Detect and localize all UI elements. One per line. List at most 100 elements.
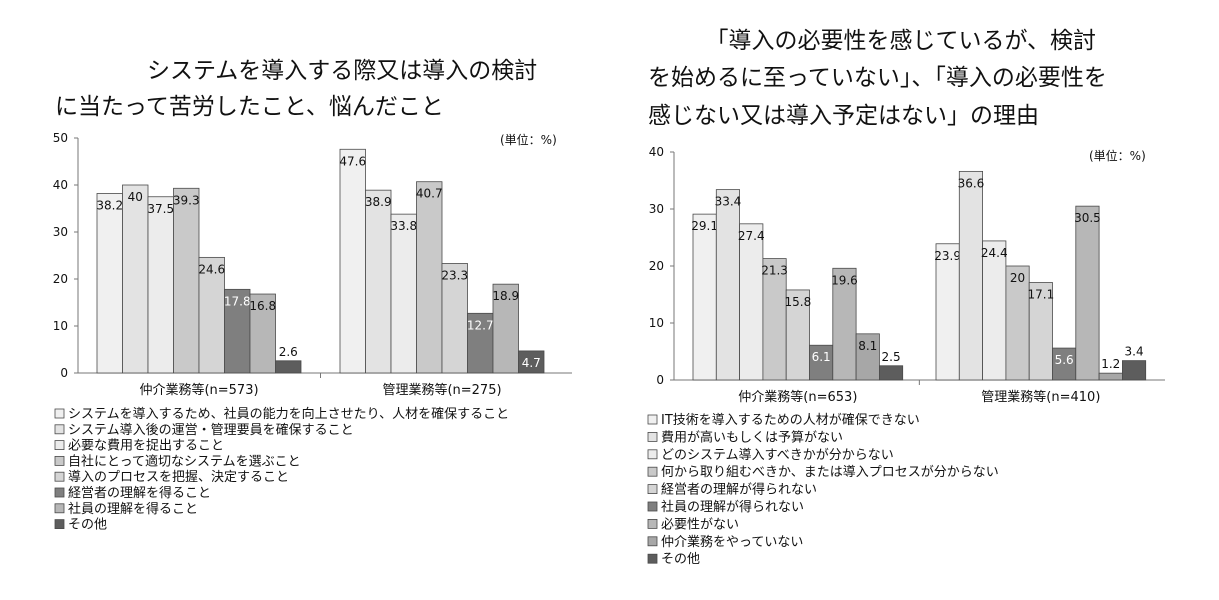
category-label: 管理業務等(n=275)	[382, 382, 501, 398]
legend-swatch	[54, 503, 65, 514]
data-label: 3.4	[1125, 345, 1144, 359]
chart-title-line: 感じない又は導入予定はない」の理由	[648, 103, 1039, 129]
legend-label: 経営者の理解が得られない	[661, 482, 817, 498]
legend-swatch	[54, 455, 65, 466]
chart-title-line: システムを導入する際又は導入の検討	[55, 58, 537, 84]
legend-label: 仲介業務をやっていない	[661, 534, 803, 550]
data-label: 27.4	[738, 229, 765, 243]
legend-swatch	[54, 440, 65, 451]
bar	[275, 360, 302, 374]
legend-label: システム導入後の運営・管理要員を確保すること	[68, 422, 354, 438]
legend-swatch	[647, 553, 658, 564]
y-tick-label: 10	[53, 319, 68, 333]
bar	[1075, 205, 1100, 381]
bar	[224, 288, 251, 374]
bar	[1098, 372, 1123, 381]
legend-label: システムを導入するため、社員の能力を向上させたり、人材を確保すること	[68, 406, 509, 422]
data-label: 39.3	[173, 193, 200, 207]
y-tick-label: 20	[53, 272, 68, 286]
legend-label: IT技術を導入するための人材が確保できない	[661, 412, 920, 428]
bar	[467, 312, 494, 374]
data-label: 18.9	[492, 289, 519, 303]
bar	[982, 240, 1007, 381]
bar	[441, 263, 468, 374]
legend-swatch	[647, 536, 658, 547]
legend-swatch	[54, 519, 65, 529]
legend-swatch	[647, 519, 658, 529]
y-tick-label: 20	[649, 259, 664, 273]
category-label: 管理業務等(n=410)	[981, 389, 1100, 405]
legend-label: 導入のプロセスを把握、決定すること	[68, 470, 289, 485]
bar	[692, 213, 717, 381]
data-label: 15.8	[784, 295, 811, 309]
bar	[365, 189, 392, 374]
legend-swatch	[54, 471, 65, 482]
bar	[249, 293, 276, 374]
data-label: 24.6	[198, 262, 225, 276]
data-label: 6.1	[812, 350, 831, 364]
y-tick-label: 40	[649, 145, 664, 159]
data-label: 19.6	[831, 273, 858, 287]
bar	[122, 184, 149, 374]
legend-swatch	[647, 501, 658, 512]
chart-title-line: を始めるに至っていない」、「導入の必要性を	[648, 65, 1107, 91]
legend-label: 費用が高いもしくは予算がない	[661, 429, 843, 445]
data-label: 5.6	[1055, 353, 1074, 367]
legend-label: どのシステム導入すべきかが分からない	[661, 448, 894, 463]
bar	[339, 148, 366, 374]
bar	[147, 196, 174, 374]
data-label: 33.8	[390, 219, 417, 233]
bar	[785, 289, 810, 381]
data-label: 47.6	[339, 154, 366, 168]
legend-label: 社員の理解を得ること	[68, 501, 198, 517]
data-label: 38.2	[96, 198, 123, 212]
bar	[416, 181, 443, 374]
legend-swatch	[647, 466, 658, 477]
data-label: 20	[1010, 271, 1025, 285]
legend-swatch	[54, 408, 65, 419]
y-tick-label: 30	[53, 225, 68, 239]
legend-swatch	[647, 431, 658, 442]
data-label: 40.7	[416, 187, 443, 201]
data-label: 2.5	[882, 350, 901, 364]
data-label: 37.5	[147, 202, 174, 216]
bar	[492, 283, 519, 374]
data-label: 40	[128, 190, 143, 204]
bar	[390, 213, 417, 374]
chart-title-line: に当たって苦労したこと、悩んだこと	[55, 94, 444, 120]
legend-label: 自社にとって適切なシステムを選ぶこと	[68, 453, 301, 469]
bar	[1122, 360, 1147, 381]
chart-title-line: 「導入の必要性を感じているが、検討	[648, 28, 1096, 54]
legend-label: 経営者の理解を得ること	[68, 485, 211, 501]
legend-label: 何から取り組むべきか、または導入プロセスが分からない	[661, 464, 999, 480]
data-label: 30.5	[1074, 211, 1101, 225]
data-label: 12.7	[467, 318, 494, 332]
bar	[715, 189, 740, 381]
data-label: 4.7	[522, 356, 541, 370]
chart-right: 「導入の必要性を感じているが、検討を始めるに至っていない」、「導入の必要性を感じ…	[647, 28, 1165, 567]
bar	[739, 223, 764, 381]
bar	[879, 365, 904, 381]
legend-label: その他	[661, 552, 700, 567]
data-label: 33.4	[715, 195, 742, 209]
bar	[518, 350, 545, 374]
legend-swatch	[54, 487, 65, 498]
y-tick-label: 40	[53, 178, 68, 192]
category-label: 仲介業務等(n=653)	[738, 389, 857, 405]
data-label: 17.1	[1027, 288, 1054, 302]
data-label: 17.8	[224, 294, 251, 308]
data-label: 8.1	[858, 339, 877, 353]
y-tick-label: 30	[649, 202, 664, 216]
bar	[958, 170, 983, 381]
legend-swatch	[647, 484, 658, 495]
data-label: 1.2	[1101, 357, 1120, 371]
data-label: 24.4	[981, 246, 1008, 260]
legend-swatch	[647, 449, 658, 460]
bar	[96, 193, 123, 374]
legend-label: 社員の理解が得られない	[661, 499, 804, 515]
y-tick-label: 0	[60, 366, 68, 380]
y-tick-label: 10	[649, 316, 664, 330]
unit-label: (単位：%)	[500, 132, 557, 147]
y-tick-label: 0	[656, 373, 664, 387]
